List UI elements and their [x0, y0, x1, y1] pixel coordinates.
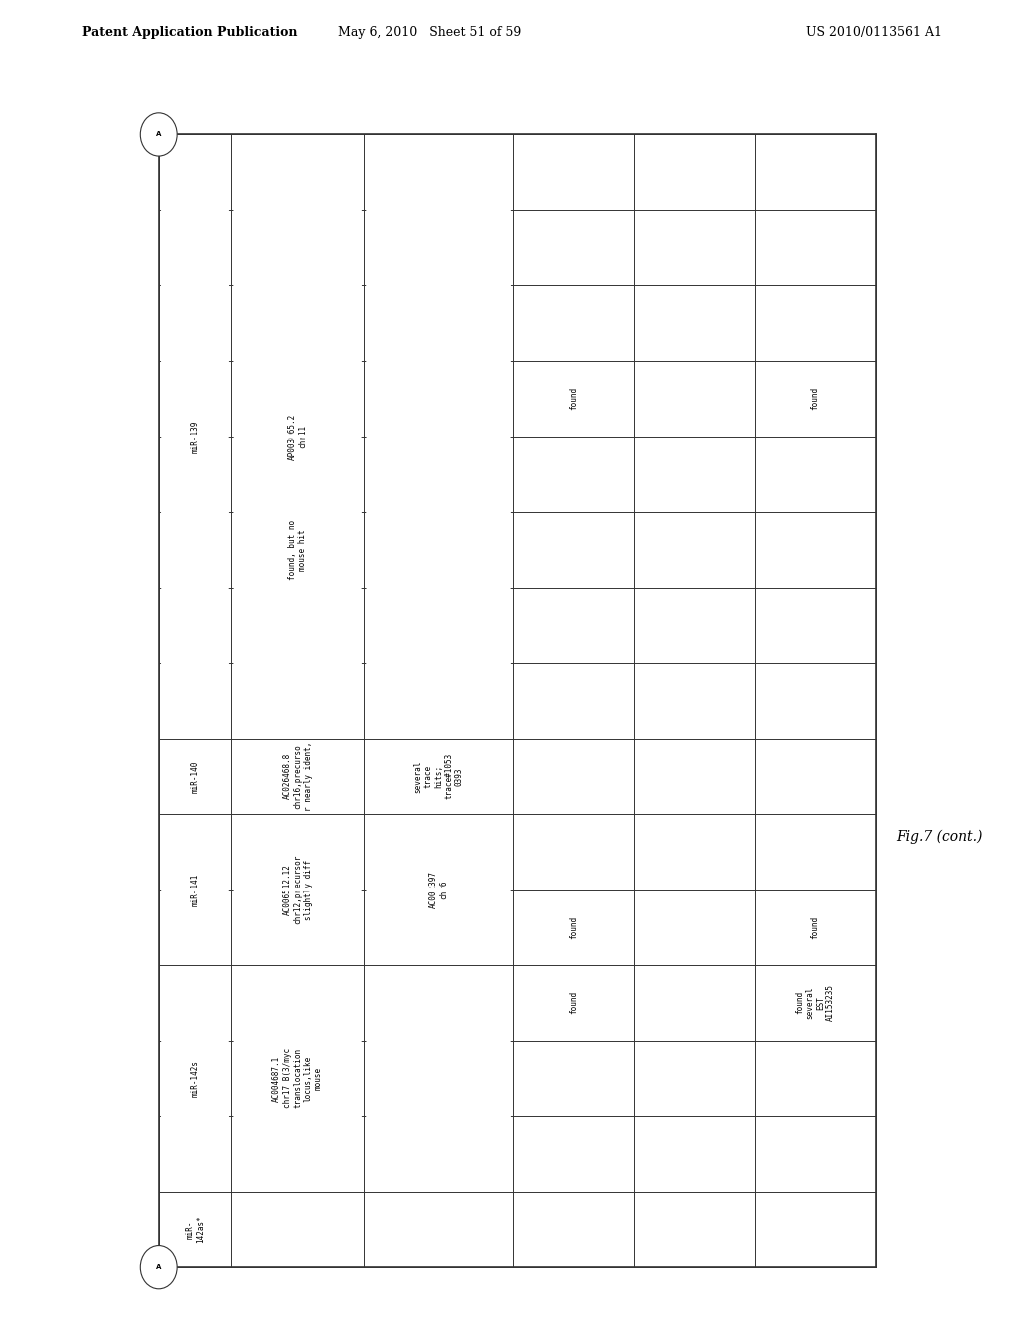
Text: several
trace
hits;
trace#1053
0393: several trace hits; trace#1053 0393: [414, 754, 464, 800]
Text: found: found: [569, 991, 578, 1015]
Text: found
several
EST
AI153235: found several EST AI153235: [795, 985, 836, 1022]
Text: found, but no
mouse hit: found, but no mouse hit: [288, 520, 307, 579]
Text: miR-140: miR-140: [190, 760, 200, 792]
Text: Fig.7 (cont.): Fig.7 (cont.): [896, 830, 982, 845]
Text: AC004687.1
chr17 B(3/myc
translocation
locus,like
mouse: AC004687.1 chr17 B(3/myc translocation l…: [272, 1048, 323, 1109]
Text: AC026468.8
chr16,precurso
r nearly ident,: AC026468.8 chr16,precurso r nearly ident…: [283, 742, 312, 810]
Text: miR-142s: miR-142s: [190, 1060, 200, 1097]
Text: found: found: [811, 916, 819, 939]
Circle shape: [140, 1246, 177, 1288]
Text: AC002397
chr6: AC002397 chr6: [429, 871, 449, 908]
Text: Patent Application Publication: Patent Application Publication: [82, 26, 297, 38]
Text: AC006512.12
chr12,precursor
slightly diff: AC006512.12 chr12,precursor slightly dif…: [283, 855, 312, 924]
Text: A: A: [156, 1265, 162, 1270]
Text: miR-141: miR-141: [190, 874, 200, 906]
Text: found: found: [569, 387, 578, 411]
Text: May 6, 2010   Sheet 51 of 59: May 6, 2010 Sheet 51 of 59: [339, 26, 521, 38]
Text: miR-139: miR-139: [190, 420, 200, 453]
Circle shape: [140, 112, 177, 156]
Text: US 2010/0113561 A1: US 2010/0113561 A1: [806, 26, 942, 38]
Text: miR-
142as*: miR- 142as*: [185, 1216, 205, 1243]
Text: found: found: [811, 387, 819, 411]
Text: found: found: [569, 916, 578, 939]
Text: A: A: [156, 132, 162, 137]
Text: AP003065.2
chr11: AP003065.2 chr11: [288, 413, 307, 459]
